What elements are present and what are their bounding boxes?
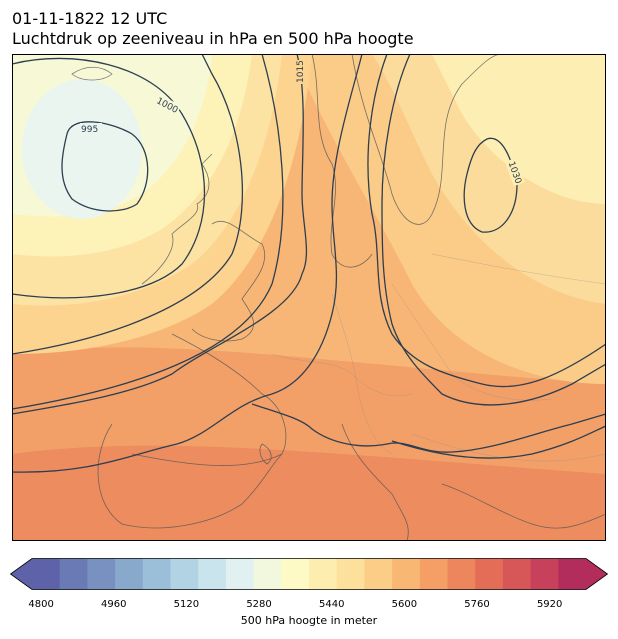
colorbar-cell [309,558,338,590]
colorbar-cell [558,558,587,590]
colorbar-cell [364,558,393,590]
colorbar-cell [447,558,476,590]
colorbar [10,558,608,590]
colorbar-cell [253,558,282,590]
border-4 [431,253,606,285]
border-5 [411,433,606,462]
colorbar-tick-label: 4800 [28,599,54,610]
isobar-1020 [12,54,363,473]
title-date: 01-11-1822 12 UTC [12,9,168,28]
colorbar-cell [336,558,365,590]
colorbar-cell [115,558,144,590]
height-band-lowest [22,79,142,219]
coast-balkans [441,483,606,529]
isobar-label-995: 995 [81,125,98,135]
colorbar-tick-label: 5440 [318,599,345,610]
colorbar-cell [87,558,116,590]
isobar-1010 [12,54,284,410]
title-description: Luchtdruk op zeeniveau in hPa en 500 hPa… [12,29,414,48]
height-band-highest-south [12,445,606,541]
isobar-1025 [367,54,606,388]
coastlines [71,54,606,541]
label-bg-1015 [292,60,304,84]
coast-iceland [71,66,113,81]
isobar-995 [61,121,149,212]
map-title: 01-11-1822 12 UTC Luchtdruk op zeeniveau… [12,9,414,49]
colorbar-cell [419,558,448,590]
colorbar-extend-low [10,558,32,590]
colorbar-cell [392,558,421,590]
coast-corsica [259,443,272,465]
colorbar-tick-label: 5600 [391,599,418,610]
colorbar-label: 500 hPa hoogte in meter [240,614,378,627]
colorbar-tick-label: 5120 [173,599,200,610]
label-bg-1030 [504,157,526,187]
colorbar-cell [225,558,254,590]
isobar-1005 [12,54,244,355]
border-2 [331,293,393,455]
map-frame [12,54,606,541]
colorbar-cell [32,558,61,590]
border-3 [391,283,553,401]
label-bg-995 [80,123,102,134]
isobar-1015 [12,54,308,415]
colorbar-cell [475,558,504,590]
isobar-labels: 995 1000 1015 1030 [80,60,526,187]
colorbar-tick-label: 5760 [464,599,490,610]
coast-scandinavia-west [311,54,373,268]
colorbar-extend-high [586,558,608,590]
isobar-south-1015 [391,425,606,459]
weather-map: 995 1000 1015 1030 [12,54,606,541]
coast-ireland-uk [141,153,213,285]
colorbar-cell [59,558,88,590]
coast-france-iberia [131,333,287,466]
colorbar-tick-label: 4960 [101,599,127,610]
colorbar-cell [502,558,531,590]
colorbar-outline [10,558,608,590]
colorbar-cells [10,558,608,590]
country-borders [271,253,606,462]
colorbar-cell [142,558,171,590]
label-bg-1000 [152,93,182,117]
isobar-label-1015: 1015 [296,60,306,83]
colorbar-cell [170,558,199,590]
coast-italy [341,423,409,541]
colorbar-cell [198,558,227,590]
border-1 [271,353,413,396]
height-band-northeast-3 [432,54,606,204]
isobars [12,54,606,473]
coast-baltic [351,54,503,225]
colorbar-cell [281,558,310,590]
isobar-1025b [381,54,606,406]
colorbar-tick-label: 5920 [536,599,563,610]
isobar-south-1020 [251,403,606,453]
colorbar-cell [530,558,559,590]
isobar-1000 [12,57,206,299]
colorbar-tick-label: 5280 [246,599,272,610]
coast-iberia [97,423,283,529]
